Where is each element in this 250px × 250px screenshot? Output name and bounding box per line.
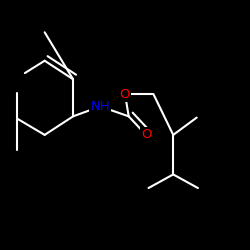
Text: NH: NH <box>90 100 110 113</box>
Text: O: O <box>120 88 130 101</box>
Text: O: O <box>141 128 151 141</box>
